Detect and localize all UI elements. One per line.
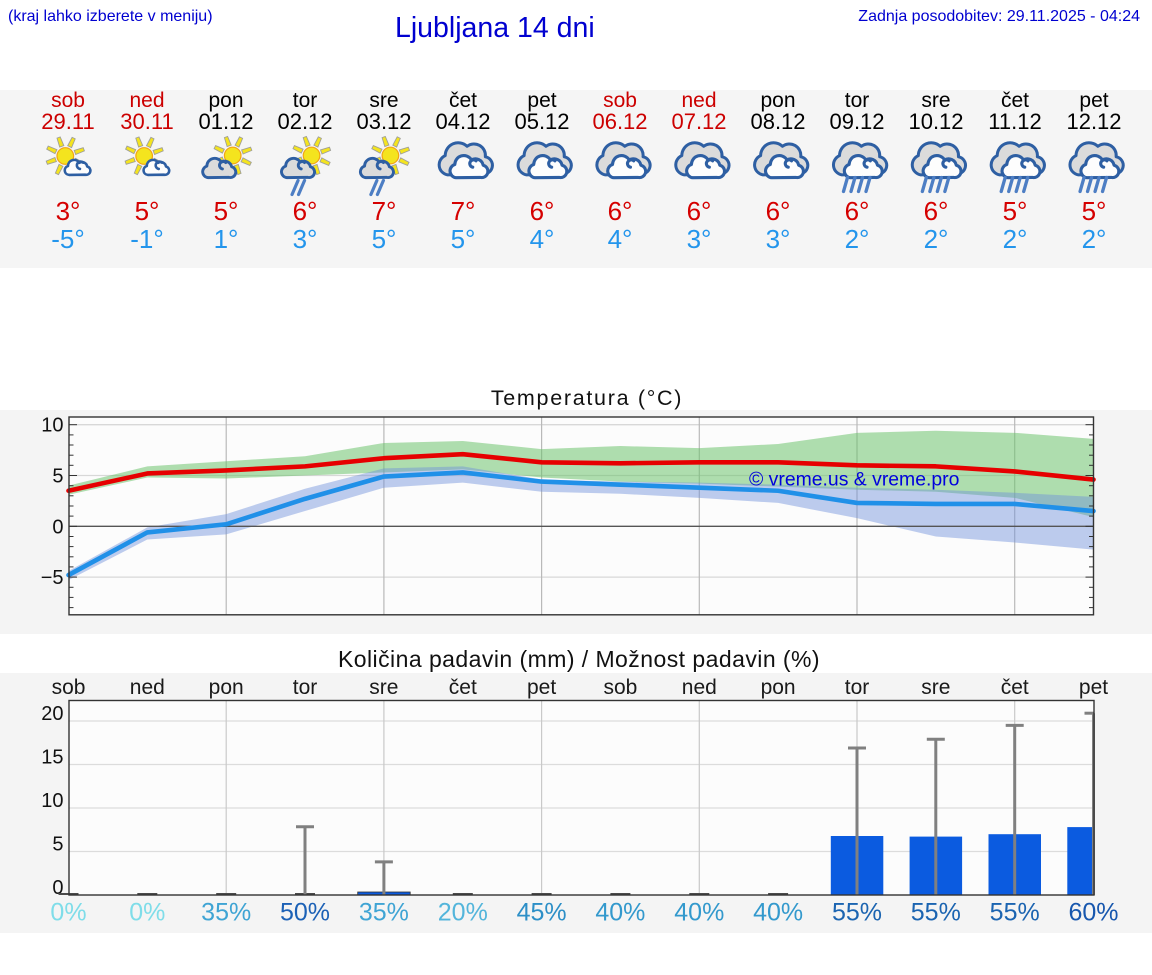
svg-text:0: 0 xyxy=(52,877,63,899)
svg-text:5: 5 xyxy=(52,834,63,856)
svg-text:50%: 50% xyxy=(280,899,330,927)
svg-text:60%: 60% xyxy=(1068,899,1118,927)
svg-text:sre: sre xyxy=(369,676,398,699)
svg-text:0%: 0% xyxy=(129,899,165,927)
svg-text:40%: 40% xyxy=(753,899,803,927)
svg-text:pet: pet xyxy=(1079,676,1108,699)
svg-text:sob: sob xyxy=(52,676,86,699)
svg-text:40%: 40% xyxy=(674,899,724,927)
svg-text:Količina padavin (mm) / Možnos: Količina padavin (mm) / Možnost padavin … xyxy=(338,646,820,672)
svg-text:sre: sre xyxy=(921,676,950,699)
svg-text:55%: 55% xyxy=(832,899,882,927)
svg-text:sob: sob xyxy=(603,676,637,699)
svg-text:20: 20 xyxy=(41,703,63,725)
svg-text:pon: pon xyxy=(209,676,244,699)
svg-text:ned: ned xyxy=(130,676,165,699)
svg-text:tor: tor xyxy=(845,676,870,699)
svg-text:55%: 55% xyxy=(990,899,1040,927)
svg-text:15: 15 xyxy=(41,747,63,769)
svg-text:čet: čet xyxy=(449,676,477,699)
svg-text:10: 10 xyxy=(41,790,63,812)
svg-text:5: 5 xyxy=(52,466,63,488)
svg-text:pet: pet xyxy=(527,676,556,699)
svg-text:čet: čet xyxy=(1001,676,1029,699)
svg-text:55%: 55% xyxy=(911,899,961,927)
svg-text:tor: tor xyxy=(293,676,318,699)
svg-text:ned: ned xyxy=(682,676,717,699)
svg-text:© vreme.us & vreme.pro: © vreme.us & vreme.pro xyxy=(749,469,959,491)
svg-text:−5: −5 xyxy=(41,567,64,589)
svg-text:pon: pon xyxy=(761,676,796,699)
svg-text:35%: 35% xyxy=(359,899,409,927)
svg-text:45%: 45% xyxy=(517,899,567,927)
svg-text:Temperatura (°C): Temperatura (°C) xyxy=(491,386,683,410)
svg-text:40%: 40% xyxy=(595,899,645,927)
svg-text:20%: 20% xyxy=(438,899,488,927)
svg-text:0%: 0% xyxy=(50,899,86,927)
svg-text:0: 0 xyxy=(52,516,63,538)
svg-text:10: 10 xyxy=(41,415,63,437)
svg-text:35%: 35% xyxy=(201,899,251,927)
